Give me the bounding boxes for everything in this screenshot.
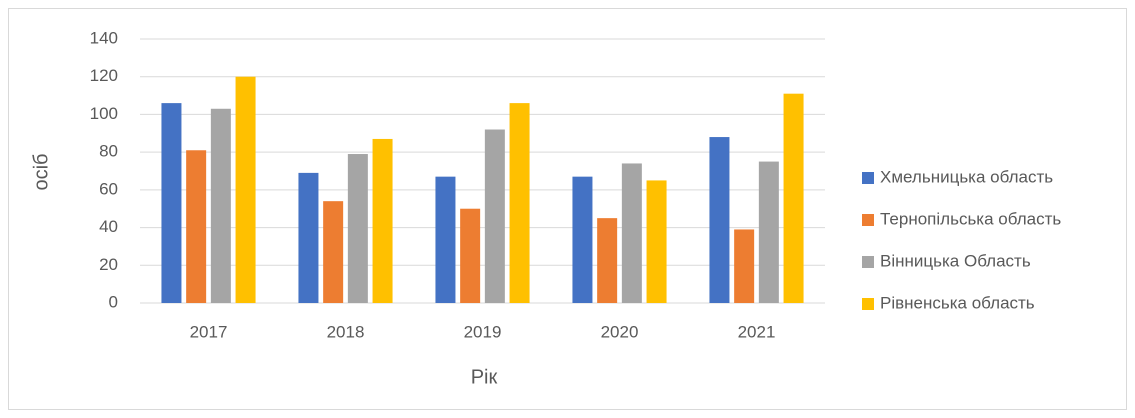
y-tick-label: 100: [90, 104, 118, 123]
bar: [572, 176, 593, 303]
y-tick-label: 80: [99, 142, 118, 161]
bar: [460, 208, 481, 303]
y-tick-label: 40: [99, 217, 118, 236]
y-tick-label: 140: [90, 28, 118, 47]
legend-swatch: [862, 256, 874, 268]
bar: [235, 76, 256, 303]
legend-swatch: [862, 214, 874, 226]
y-axis-label: осіб: [30, 153, 52, 190]
x-tick-label: 2019: [464, 322, 502, 341]
bar: [372, 138, 393, 303]
legend-label: Вінницька Область: [880, 251, 1031, 270]
bar: [435, 176, 456, 303]
legend-label: Рівненська область: [880, 293, 1035, 312]
bar: [161, 103, 182, 303]
y-tick-label: 0: [109, 292, 118, 311]
bar: [709, 137, 730, 303]
bar: [597, 218, 618, 303]
bar: [783, 93, 804, 303]
legend-swatch: [862, 172, 874, 184]
x-tick-label: 2020: [601, 322, 639, 341]
legend-label: Хмельницька область: [880, 167, 1053, 186]
bar: [621, 163, 642, 303]
x-tick-label: 2021: [738, 322, 776, 341]
x-axis-label: Рік: [471, 366, 498, 388]
bar: [509, 103, 530, 303]
legend-swatch: [862, 298, 874, 310]
bar: [210, 108, 231, 304]
legend-label: Тернопільська область: [880, 209, 1061, 228]
bar: [646, 180, 667, 303]
bar: [484, 129, 505, 303]
y-tick-label: 120: [90, 66, 118, 85]
bar: [298, 172, 319, 303]
bar: [734, 229, 755, 303]
y-tick-label: 20: [99, 255, 118, 274]
bar: [186, 150, 207, 303]
bar: [323, 201, 344, 303]
y-tick-label: 60: [99, 179, 118, 198]
x-tick-label: 2017: [190, 322, 228, 341]
bar: [758, 161, 779, 303]
bar: [347, 154, 368, 303]
x-tick-label: 2018: [327, 322, 365, 341]
